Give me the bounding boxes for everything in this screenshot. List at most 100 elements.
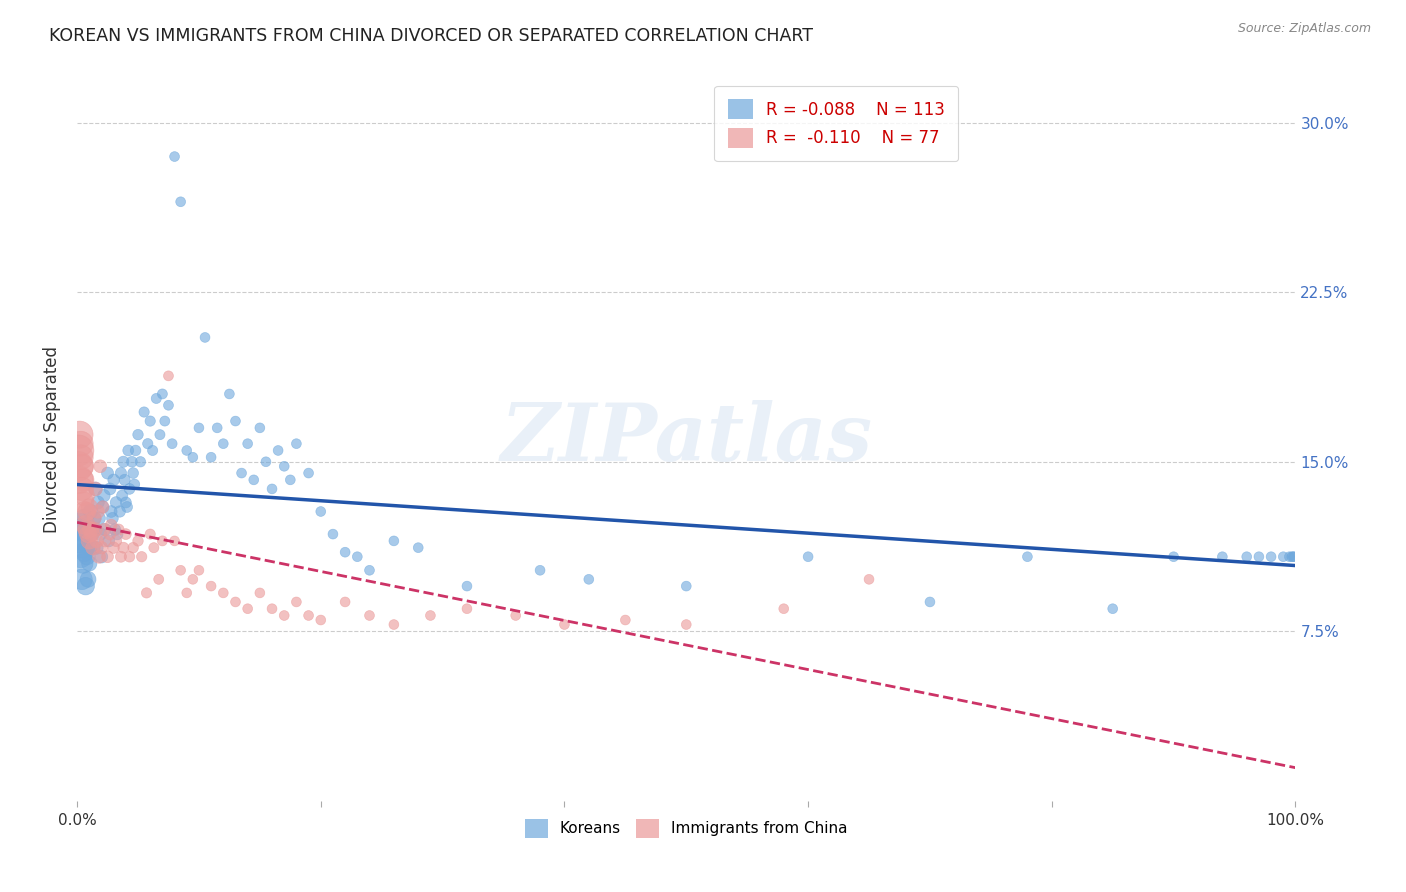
Point <box>69 473 91 487</box>
Point <box>122 541 145 555</box>
Point <box>139 414 162 428</box>
Point <box>112 541 135 555</box>
Point <box>94 533 117 548</box>
Point <box>87 511 110 525</box>
Point <box>72 557 94 571</box>
Point <box>89 459 111 474</box>
Point <box>505 608 527 623</box>
Point <box>129 455 152 469</box>
Point <box>91 500 114 514</box>
Point <box>267 443 290 458</box>
Point <box>1260 549 1282 564</box>
Point <box>122 466 145 480</box>
Point <box>100 518 122 533</box>
Point <box>94 523 117 537</box>
Point <box>108 504 131 518</box>
Point <box>69 518 91 533</box>
Point <box>1163 549 1185 564</box>
Y-axis label: Divorced or Separated: Divorced or Separated <box>44 346 60 533</box>
Legend: Koreans, Immigrants from China: Koreans, Immigrants from China <box>519 813 853 844</box>
Point <box>70 459 93 474</box>
Point <box>142 443 165 458</box>
Point <box>1236 549 1258 564</box>
Point <box>77 557 100 571</box>
Point <box>84 482 107 496</box>
Point <box>84 482 107 496</box>
Point <box>127 533 149 548</box>
Point <box>96 549 118 564</box>
Point <box>105 495 128 509</box>
Point <box>97 533 120 548</box>
Point <box>231 466 253 480</box>
Point <box>103 541 125 555</box>
Point <box>553 617 575 632</box>
Point <box>309 504 332 518</box>
Point <box>69 450 91 465</box>
Point <box>114 473 136 487</box>
Point <box>382 617 405 632</box>
Point <box>1247 549 1270 564</box>
Point <box>1282 549 1305 564</box>
Point <box>124 443 146 458</box>
Point <box>150 387 173 401</box>
Point <box>297 466 319 480</box>
Point <box>135 586 157 600</box>
Point <box>157 368 180 383</box>
Point <box>72 473 94 487</box>
Point <box>69 549 91 564</box>
Point <box>1101 601 1123 615</box>
Point <box>77 500 100 514</box>
Point <box>273 459 295 474</box>
Point <box>117 443 139 458</box>
Point <box>118 549 141 564</box>
Point <box>107 523 129 537</box>
Point <box>73 504 96 518</box>
Point <box>136 436 159 450</box>
Point <box>87 504 110 518</box>
Point <box>149 427 172 442</box>
Point <box>200 450 222 465</box>
Point <box>73 489 96 503</box>
Point <box>1017 549 1039 564</box>
Point <box>98 482 121 496</box>
Point <box>70 541 93 555</box>
Point <box>114 495 136 509</box>
Point <box>84 523 107 537</box>
Point <box>614 613 637 627</box>
Point <box>153 414 176 428</box>
Point <box>163 533 186 548</box>
Point <box>131 549 153 564</box>
Point <box>77 533 100 548</box>
Point <box>163 150 186 164</box>
Point <box>70 482 93 496</box>
Point <box>93 523 115 537</box>
Point <box>110 549 132 564</box>
Point <box>110 466 132 480</box>
Point <box>918 595 941 609</box>
Point <box>82 541 104 555</box>
Point <box>675 617 697 632</box>
Point <box>254 455 277 469</box>
Point <box>1272 549 1295 564</box>
Text: KOREAN VS IMMIGRANTS FROM CHINA DIVORCED OR SEPARATED CORRELATION CHART: KOREAN VS IMMIGRANTS FROM CHINA DIVORCED… <box>49 27 813 45</box>
Point <box>72 533 94 548</box>
Point <box>150 533 173 548</box>
Point <box>70 572 93 586</box>
Point <box>406 541 429 555</box>
Point <box>419 608 441 623</box>
Point <box>142 541 165 555</box>
Point <box>76 504 98 518</box>
Point <box>285 595 308 609</box>
Point <box>224 414 246 428</box>
Point <box>187 421 209 435</box>
Point <box>82 541 104 555</box>
Point <box>309 613 332 627</box>
Point <box>157 398 180 412</box>
Point <box>249 421 271 435</box>
Point <box>1278 549 1301 564</box>
Point <box>72 495 94 509</box>
Point <box>127 427 149 442</box>
Point <box>529 563 551 577</box>
Point <box>278 473 301 487</box>
Point <box>169 194 191 209</box>
